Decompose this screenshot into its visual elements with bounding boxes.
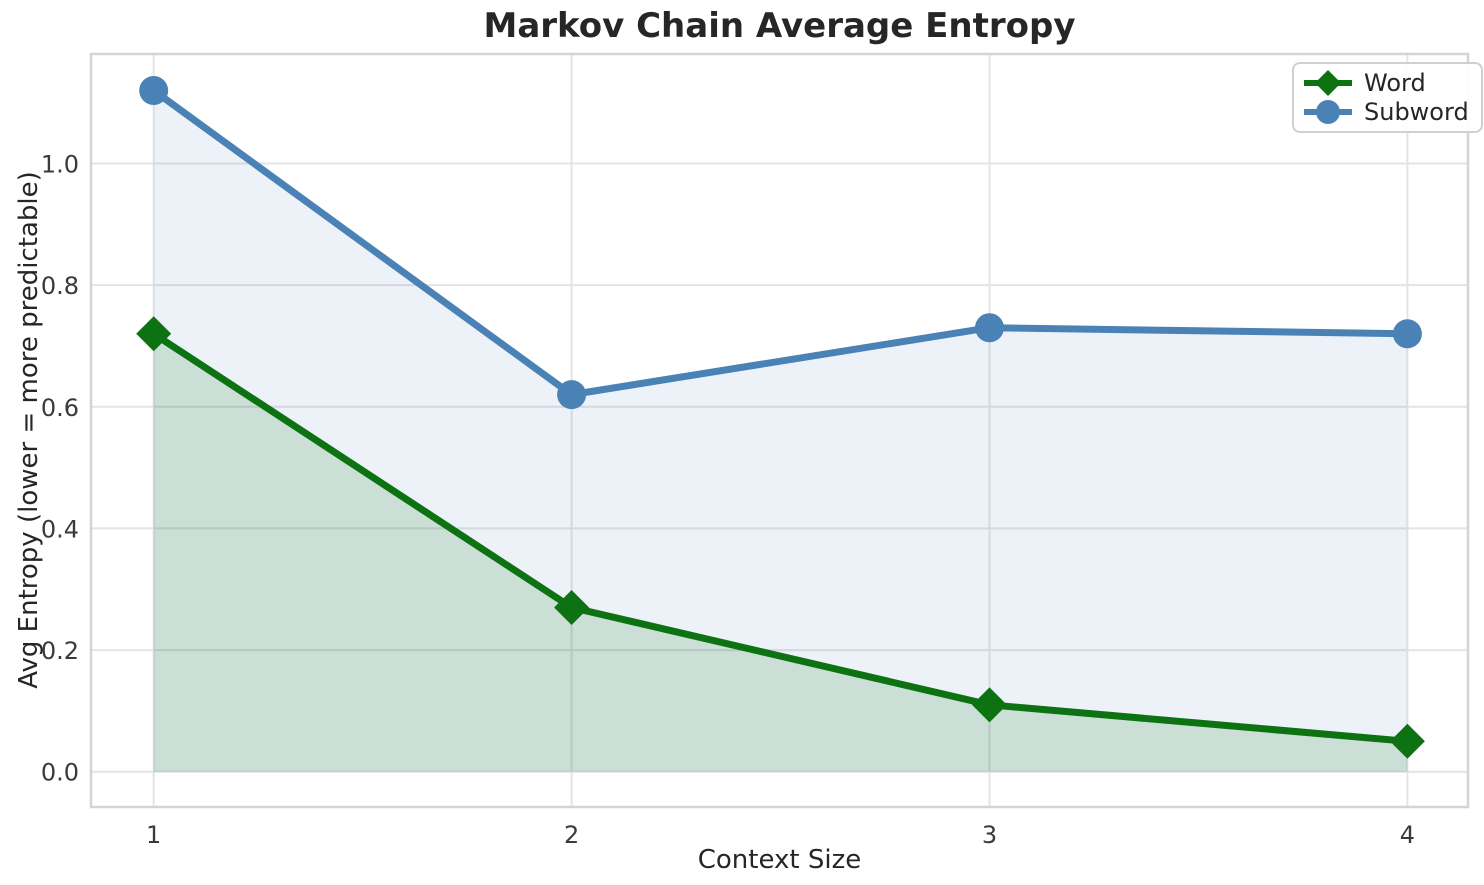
legend-item-word: Word (1302, 69, 1469, 97)
word-marker (1389, 723, 1425, 759)
plot-border (89, 52, 1470, 809)
chart-title: Markov Chain Average Entropy (483, 6, 1076, 46)
x-tick-label: 2 (564, 821, 579, 849)
subword-marker (557, 380, 587, 410)
subword-area (153, 90, 1408, 772)
word-area (153, 333, 1408, 772)
legend-box: Word Subword (1292, 62, 1483, 133)
word-marker (136, 316, 172, 352)
subword-marker (1392, 319, 1422, 349)
subword-marker (139, 75, 169, 105)
subword-legend-marker (1304, 100, 1352, 124)
word-marker (971, 687, 1007, 723)
y-tick-label: 1.0 (41, 150, 79, 178)
legend-label-word: Word (1364, 69, 1426, 97)
x-axis-label: Context Size (697, 845, 862, 875)
x-tick-label: 1 (146, 821, 161, 849)
y-tick-label: 0.6 (41, 394, 79, 422)
y-tick-label: 0.2 (41, 637, 79, 665)
legend-item-subword: Subword (1302, 98, 1469, 126)
y-tick-label: 0.8 (41, 272, 79, 300)
y-tick-label: 0.0 (41, 759, 79, 787)
subword-line (150, 86, 1411, 399)
x-tick-label: 3 (982, 821, 997, 849)
y-tick-label: 0.4 (41, 515, 79, 543)
word-marker (554, 589, 590, 625)
legend-label-subword: Subword (1364, 98, 1469, 126)
x-tick-label: 4 (1400, 821, 1415, 849)
subword-marker (974, 313, 1004, 343)
word-line (150, 330, 1411, 745)
word-legend-marker (1304, 70, 1352, 96)
